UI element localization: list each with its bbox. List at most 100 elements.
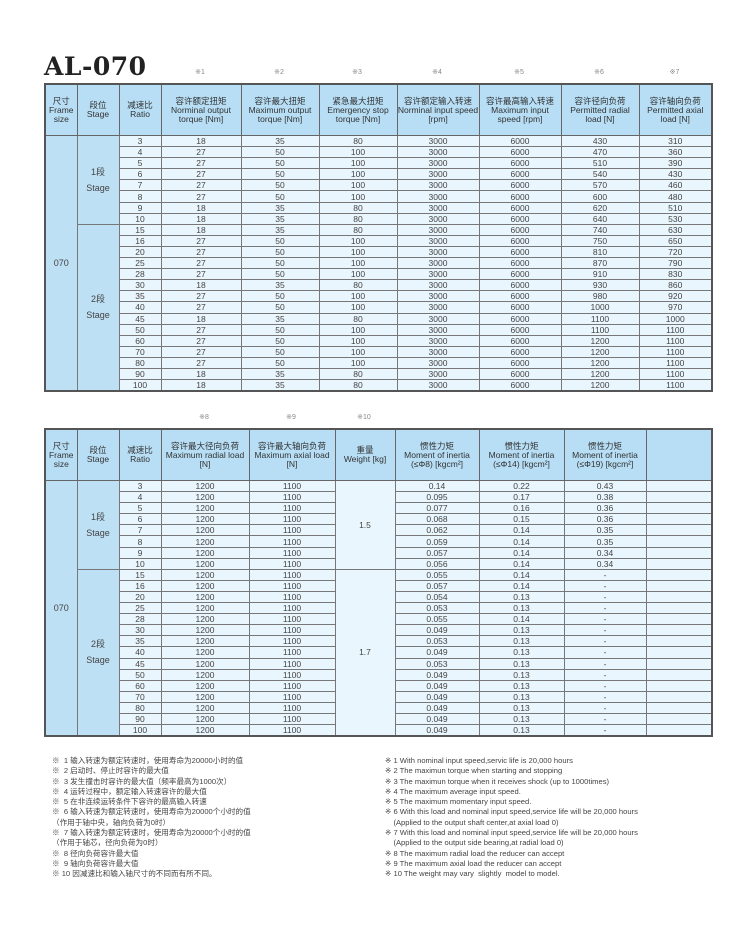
value-cell: 0.049 <box>394 668 480 681</box>
ratio-cell: 20 <box>118 245 162 259</box>
empty-cell <box>645 535 713 548</box>
value-cell: 1200 <box>160 701 250 714</box>
value-cell: 0.13 <box>478 646 565 659</box>
value-cell: - <box>563 701 647 714</box>
value-cell: 3000 <box>396 312 480 325</box>
column-header-cn: 容许最大轴向负荷 <box>257 440 326 451</box>
column-header-cn: 尺寸 <box>52 440 70 451</box>
ratio-cell: 3 <box>118 134 162 148</box>
value-cell: 50 <box>240 146 320 159</box>
value-cell: 0.13 <box>478 701 565 714</box>
weight-cell: 1.7 <box>334 568 396 737</box>
value-cell: 50 <box>240 290 320 303</box>
column-header-cn: 容许额定输入转速 <box>403 95 472 106</box>
note-mark: ※9 <box>286 414 296 421</box>
ratio-cell: 35 <box>118 635 162 648</box>
value-cell: 970 <box>638 301 713 314</box>
value-cell: 1200 <box>160 679 250 692</box>
value-cell: 6000 <box>478 146 562 159</box>
table-row: 35 27 50 100 3000 6000 980 920 <box>45 290 713 303</box>
empty-cell <box>645 701 713 714</box>
value-cell: 27 <box>160 245 242 259</box>
value-cell: 1100 <box>248 712 336 726</box>
value-cell: 6000 <box>478 212 562 225</box>
value-cell: 6000 <box>478 257 562 270</box>
table-row: 20 27 50 100 3000 6000 810 720 <box>45 245 713 259</box>
value-cell: 6000 <box>478 268 562 281</box>
value-cell: 1200 <box>160 646 250 659</box>
table-row: 070 1段 Stage 3 18 35 80 3000 6000 430 310 <box>44 134 713 392</box>
value-cell: 3000 <box>396 356 480 369</box>
empty-cell <box>645 546 713 559</box>
empty-cell <box>645 524 713 537</box>
value-cell: 27 <box>160 179 242 192</box>
value-cell: 0.22 <box>478 479 565 493</box>
stage-label-en: Stage <box>86 310 110 321</box>
value-cell: 6000 <box>478 279 562 292</box>
ratio-cell: 30 <box>118 624 162 637</box>
footnote-line: ※ 9 轴向负荷容许最大值 <box>52 858 139 868</box>
value-cell: 1200 <box>160 712 250 726</box>
ratio-cell: 90 <box>118 367 162 381</box>
value-cell: 750 <box>560 234 640 247</box>
value-cell: 1200 <box>160 724 250 737</box>
table-row: 9 18 35 80 3000 6000 620 510 <box>45 201 713 214</box>
ratio-cell: 40 <box>118 646 162 659</box>
value-cell: 3000 <box>396 234 480 247</box>
value-cell: 1200 <box>160 579 250 592</box>
value-cell: 530 <box>638 212 713 225</box>
model-title: AL-070 <box>44 52 147 81</box>
column-header <box>645 428 713 481</box>
value-cell: - <box>563 624 647 637</box>
column-header: 尺寸 Frame size <box>44 428 78 481</box>
value-cell: 1200 <box>160 524 250 537</box>
empty-cell <box>645 513 713 526</box>
value-cell: - <box>563 602 647 615</box>
ratio-cell: 70 <box>118 690 162 703</box>
weight-cell: 1.5 <box>334 480 396 570</box>
ratio-cell: 6 <box>118 168 162 181</box>
value-cell: 50 <box>240 168 320 181</box>
table2-note-marks: ※8 ※9 ※10 <box>44 413 711 423</box>
column-header: 重量 Weight [kg] <box>334 428 396 481</box>
stage-label-cn: 2段 <box>90 639 105 650</box>
ratio-cell: 25 <box>118 602 162 615</box>
note-mark: ※8 <box>199 414 209 421</box>
column-header-cn: 尺寸 <box>52 95 70 106</box>
value-cell: 27 <box>160 268 242 281</box>
table-row: 10 18 35 80 3000 6000 640 530 <box>45 212 713 225</box>
table-row: 7 1200 1100 0.062 0.14 0.35 <box>45 524 713 537</box>
value-cell: 27 <box>160 334 242 347</box>
value-cell: 50 <box>240 334 320 347</box>
value-cell: 80 <box>318 367 398 381</box>
stage-cell: 2段 Stage <box>76 568 120 737</box>
ratio-cell: 7 <box>118 179 162 192</box>
value-cell: 930 <box>560 279 640 292</box>
footnote-line: ※ 10 因减速比和输入轴尺寸的不同而有所不同。 <box>52 869 217 879</box>
value-cell: 360 <box>638 146 713 159</box>
table-row: 90 18 35 80 3000 6000 1200 1100 <box>45 367 713 381</box>
value-cell: 1100 <box>248 579 336 592</box>
value-cell: 870 <box>560 257 640 270</box>
value-cell: 3000 <box>396 134 480 148</box>
value-cell: 0.14 <box>478 546 565 559</box>
table-row: 6 1200 1100 0.068 0.15 0.36 <box>45 513 713 526</box>
column-header-cn: 减速比 <box>127 445 153 455</box>
value-cell: 0.13 <box>478 668 565 681</box>
value-cell: 35 <box>240 212 320 225</box>
value-cell: 650 <box>638 234 713 247</box>
stage-cell: 2段 Stage <box>76 223 120 392</box>
value-cell: 1100 <box>248 590 336 604</box>
value-cell: 0.054 <box>394 590 480 604</box>
value-cell: 27 <box>160 301 242 314</box>
value-cell: 1100 <box>248 624 336 637</box>
value-cell: 6000 <box>478 245 562 259</box>
footnote-line: ※ 8 The maximum radial load the reducer … <box>385 848 565 858</box>
value-cell: 1100 <box>248 668 336 681</box>
value-cell: 100 <box>318 245 398 259</box>
value-cell: - <box>563 712 647 726</box>
value-cell: 50 <box>240 356 320 369</box>
value-cell: 6000 <box>478 290 562 303</box>
value-cell: 0.14 <box>478 579 565 592</box>
value-cell: 18 <box>160 312 242 325</box>
